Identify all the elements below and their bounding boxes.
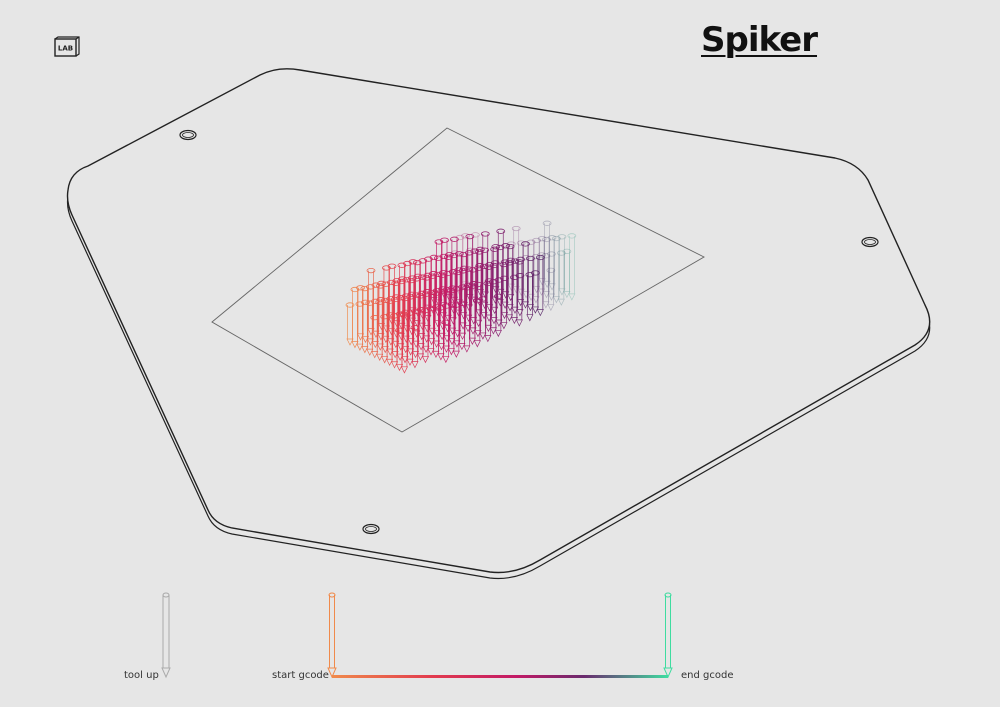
end-spike [663, 592, 673, 679]
mount-hole-top-left [179, 129, 197, 141]
toolpath-spike [552, 235, 561, 304]
toolpath-spike [567, 233, 577, 301]
toolpath-spike [557, 234, 567, 296]
toolpath-spike [535, 254, 545, 317]
toolpath-spike [493, 293, 503, 338]
tool-up-label: tool up [124, 670, 159, 681]
toolpath-spike [542, 236, 551, 299]
tool-up-spike [161, 592, 171, 679]
toolpath-spike [525, 272, 535, 322]
toolpath-spike [541, 253, 551, 309]
toolpath-spike [546, 267, 556, 312]
page-title: Spiker [701, 20, 818, 60]
toolpath-spike [537, 236, 547, 286]
toolpath-spike [562, 248, 572, 299]
toolpath-spike [441, 319, 451, 364]
toolpath-spike [451, 302, 461, 358]
toolpath-spike [547, 251, 556, 301]
lab-logo: LAB [54, 36, 80, 58]
toolpath-spike [400, 312, 409, 374]
toolpath-spike [472, 298, 482, 348]
gcode-gradient-bar [332, 675, 668, 678]
end-gcode-label: end gcode [681, 670, 734, 681]
toolpath-spike [516, 240, 526, 296]
mount-hole-bottom [362, 523, 380, 535]
toolpath-spike [542, 220, 552, 289]
toolpath-spike [499, 261, 509, 330]
toolpath-spike [421, 307, 430, 364]
print-bed-outline [211, 127, 705, 433]
toolpath-spike [462, 285, 472, 353]
start-spike [327, 592, 337, 679]
start-gcode-label: start gcode [272, 670, 329, 681]
build-plate [66, 68, 931, 580]
toolpath-spike [556, 250, 566, 306]
toolpath-spike [531, 254, 541, 304]
toolpath-spike [483, 280, 493, 343]
logo-text: LAB [58, 45, 73, 53]
toolpath-spike [410, 325, 420, 369]
toolpath-spike [547, 235, 557, 291]
toolpath-spikes [345, 220, 577, 374]
toolpath-spike [514, 259, 524, 327]
mount-hole-right [861, 236, 879, 248]
legend [161, 592, 673, 679]
